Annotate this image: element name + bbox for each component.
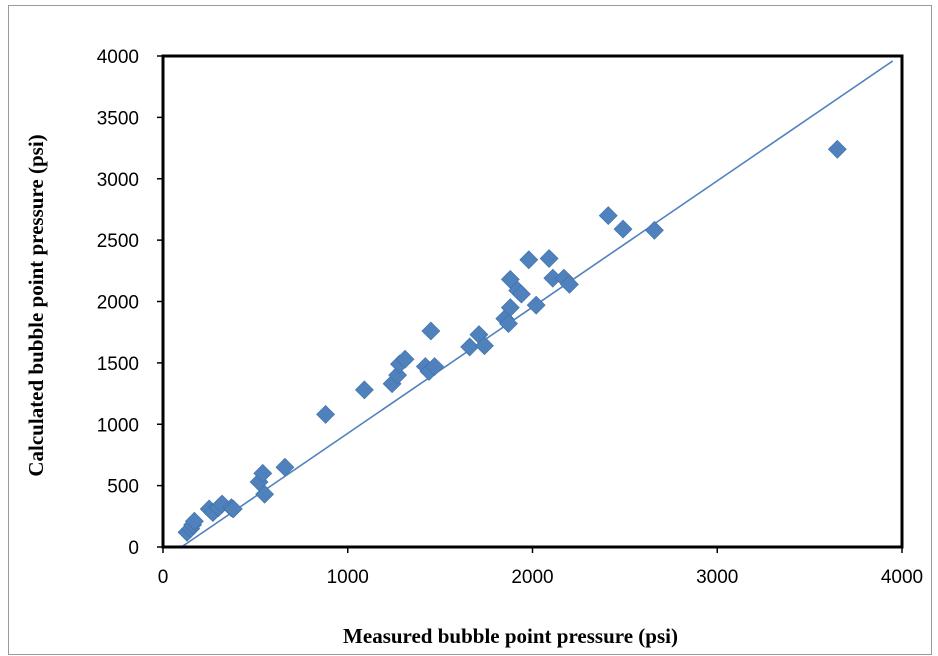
data-point (275, 457, 295, 477)
y-tick-label: 1500 (97, 354, 139, 375)
data-point (253, 463, 273, 483)
x-tick-label: 0 (158, 567, 169, 588)
data-point (539, 249, 559, 268)
x-tick-label: 3000 (696, 567, 738, 588)
x-tick-label: 1000 (327, 567, 369, 588)
data-point (425, 357, 445, 376)
data-point (255, 484, 275, 504)
data-point (421, 321, 441, 341)
scatter-chart: 0 1000 2000 3000 4000 0 500 1000 1500 2000 2500 300… (24, 47, 923, 648)
y-axis-title: Calculated bubble point pressure (psi) (24, 134, 48, 476)
ticks-layer: 0 1000 2000 3000 4000 0 500 1000 1500 2000 2500 300… (97, 47, 923, 588)
data-point (511, 284, 531, 304)
data-point (519, 250, 539, 270)
data-point (354, 380, 374, 400)
data-point (316, 405, 336, 424)
data-point (500, 298, 520, 318)
data-point (475, 336, 494, 356)
data-point (560, 274, 579, 294)
data-point (598, 206, 618, 225)
chart-frame: 0 1000 2000 3000 4000 0 500 1000 1500 2000 2500 300… (8, 5, 932, 655)
data-point (645, 220, 664, 240)
x-tick-label: 4000 (881, 567, 923, 588)
data-point (827, 139, 847, 159)
data-point (526, 295, 546, 315)
data-point (499, 314, 518, 334)
data-point (500, 269, 520, 289)
data-point (223, 499, 243, 519)
data-points-layer (177, 139, 847, 542)
x-tick-label: 2000 (511, 567, 553, 588)
data-point (613, 219, 633, 239)
y-tick-label: 2500 (97, 231, 139, 252)
plot-area-border (161, 54, 904, 549)
y-tick-label: 0 (128, 538, 139, 559)
data-point (395, 349, 415, 369)
data-point (184, 511, 204, 531)
y-tick-label: 1000 (97, 415, 139, 436)
x-axis-title: Measured bubble point pressure (psi) (343, 624, 678, 648)
y-tick-label: 3500 (97, 108, 139, 129)
y-tick-label: 500 (107, 477, 139, 498)
data-point (460, 337, 480, 357)
y-tick-label: 3000 (97, 170, 139, 191)
y-tick-label: 2000 (97, 293, 139, 314)
y-tick-label: 4000 (97, 47, 139, 68)
